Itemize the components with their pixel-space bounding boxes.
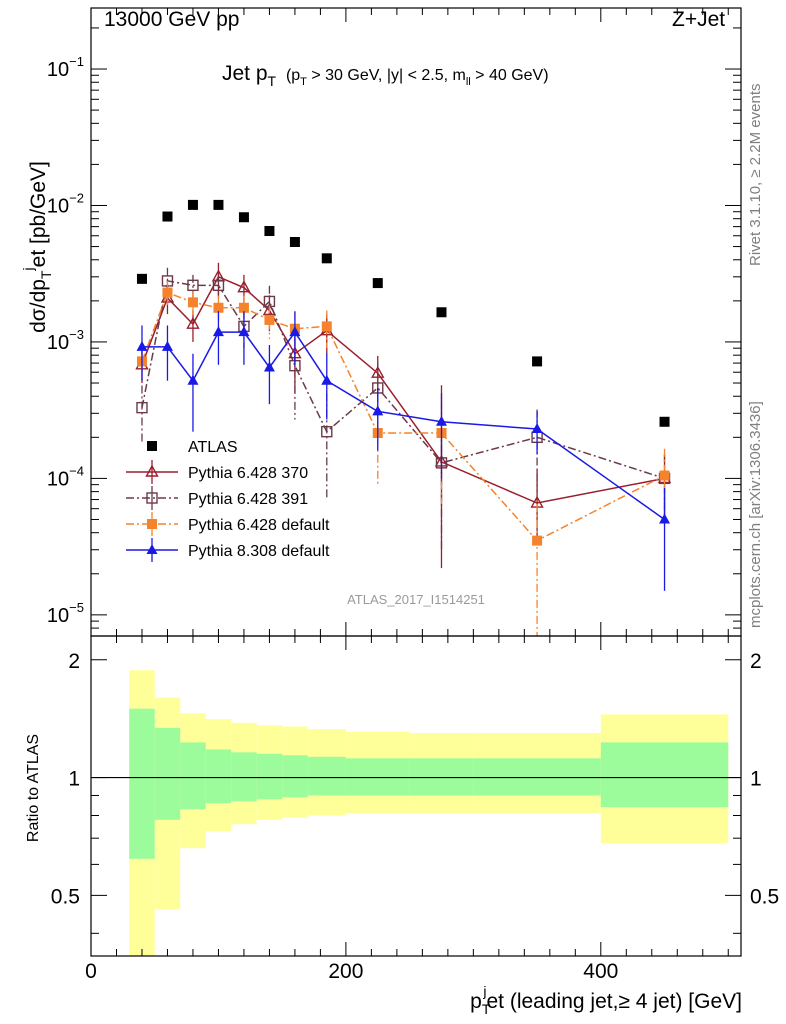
pythia-8-308-default-point [289,326,301,337]
header-energy: 13000 GeV pp [104,8,240,31]
series-4 [136,311,671,591]
pythia-8-308-default-point [136,340,148,351]
pythia-8-308-default-point [263,361,275,372]
analysis-id: ATLAS_2017_I1514251 [347,592,485,607]
legend-label: Pythia 6.428 370 [188,465,308,482]
atlas-point [213,199,224,210]
legend-marker-pythia-6-428-default [147,519,157,529]
pythia-8-308-default-point [531,423,543,434]
pythia-6-428-default-point [162,287,173,298]
atlas-point [289,236,300,247]
ratio-band-stat [600,742,729,808]
pythia-6-428-default-point [213,302,224,313]
ratio-tick-label-right: 2 [750,650,762,673]
legend-label: ATLAS [188,439,238,456]
pythia-6-428-370-point [186,316,200,329]
pythia-8-308-default-point [161,340,173,351]
pythia-6-428-default-point [532,535,543,546]
y-tick-label: 10−4 [47,463,84,490]
legend: ATLAS Pythia 6.428 370 Pythia 6.428 391 Pyt… [126,439,330,562]
ratio-tick-label-left: 1 [68,768,80,791]
ratio-tick-label-left: 0.5 [51,885,80,908]
ratio-band-stat [345,758,410,796]
ratio-band-stat [180,742,206,810]
y-tick-label: 10−2 [47,190,84,217]
ratio-tick-label-right: 0.5 [750,885,779,908]
atlas-point [187,199,198,210]
ratio-band-stat [473,758,601,796]
pythia-6-428-391-point [136,401,148,414]
pythia-8-308-default-point [238,326,250,337]
ratio-frame [90,635,742,957]
pythia-8-308-default-point [435,415,447,426]
atlas-point [372,278,383,289]
mcplots-label: mcplots.cern.ch [arXiv:1306.3436] [747,401,764,628]
y-tick-label: 10−3 [47,327,84,354]
y-tick-label: 10−5 [47,600,84,627]
x-tick-label: 200 [328,960,363,983]
legend-marker-pythia-6-428-370 [145,464,159,477]
plot-frames [90,7,742,957]
pythia-6-428-370-line [141,275,665,504]
pythia-6-428-391-point [321,425,333,438]
legend-marker-pythia-6-428-391 [146,492,158,504]
pythia-6-428-391-point [212,279,225,292]
header-process: Z+Jet [672,8,726,31]
atlas-point [659,416,670,427]
ratio-band-stat [409,758,474,796]
ratio-band-stat [129,708,155,859]
pythia-6-428-391-point [187,279,199,292]
pythia-6-428-default-point [321,321,332,332]
ratio-band-stat [256,753,283,800]
series-0 [136,199,670,427]
pythia-8-308-default-point [212,326,224,337]
ratio-bands [91,670,741,956]
x-tick-label: 400 [583,960,618,983]
axis-ticks: 0 200 400 10−1 10−2 10−3 10−4 10−5 0.5 0.5 1 1 2 2 [47,8,779,983]
pythia-6-428-default-point [187,297,198,308]
atlas-point [264,226,275,237]
ratio-tick-label-left: 2 [68,650,80,673]
ratio-band-stat [282,755,308,798]
pythia-6-428-default-point [264,314,275,325]
ratio-y-axis-label: Ratio to ATLAS [25,734,42,842]
y-axis-label: dσ/dpTjet [pb/GeV] [20,161,54,333]
ratio-band-stat [154,727,181,820]
ratio-tick-label-right: 1 [750,768,762,791]
atlas-point [238,212,249,223]
pythia-8-308-default-point [321,374,333,385]
chart-title: Jet pT (pT > 30 GeV, |y| < 2.5, mll > 40… [222,62,549,91]
x-tick-label: 0 [85,960,97,983]
x-axis-label: pTjet (leading jet,≥ 4 jet) [GeV] [470,983,742,1017]
pythia-6-428-391-line [141,280,665,480]
pythia-8-308-default-point [659,513,671,524]
y-tick-label: 10−1 [47,54,84,81]
pythia-8-308-default-line [141,330,665,521]
legend-label: Pythia 6.428 default [188,517,330,534]
pythia-6-428-370-point [371,365,385,378]
main-series [135,199,672,636]
atlas-point [136,273,147,284]
ratio-band-stat [307,756,346,796]
legend-marker-pythia-8-308-default [146,544,158,554]
pythia-6-428-default-point [238,302,249,313]
atlas-point [532,356,543,367]
ratio-band-stat [231,752,257,802]
pythia-8-308-default-point [187,374,199,385]
rivet-version-label: Rivet 3.1.10, ≥ 2.2M events [747,83,764,267]
pythia-6-428-370-point [237,280,251,293]
atlas-point [436,307,447,318]
pythia-8-308-default-point [372,405,384,416]
pythia-6-428-default-point [659,470,670,481]
legend-label: Pythia 6.428 391 [188,491,308,508]
atlas-point [162,211,173,222]
legend-label: Pythia 8.308 default [188,543,330,560]
main-frame [90,7,742,637]
atlas-point [321,253,332,264]
ratio-band-stat [205,749,232,804]
legend-marker-atlas [147,441,157,451]
